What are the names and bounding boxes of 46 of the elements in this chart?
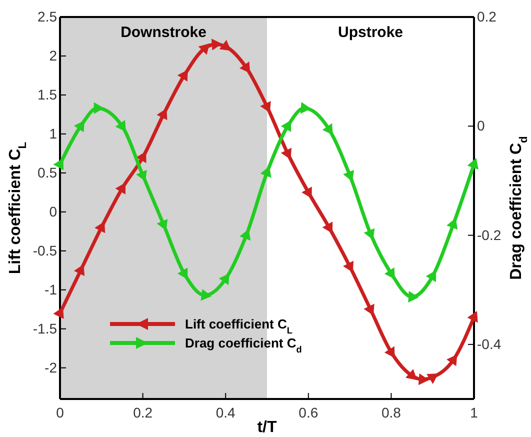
y2-tick-label: -0.2 xyxy=(477,226,502,243)
point xyxy=(94,102,104,114)
point xyxy=(198,43,210,55)
point xyxy=(446,354,458,366)
y-tick-label: -2 xyxy=(44,359,58,376)
point xyxy=(177,70,188,82)
y2-tick-label: -0.4 xyxy=(477,336,502,352)
x-tick-label: 0.2 xyxy=(133,404,153,420)
point xyxy=(405,368,418,380)
point xyxy=(467,158,478,170)
x-tick-label: 0.6 xyxy=(298,404,318,420)
legend-label: Lift coefficient C$_{L}$ xyxy=(185,316,293,336)
y-tick-label: -1 xyxy=(44,281,58,298)
y-tick-label: 1.5 xyxy=(38,86,58,102)
point xyxy=(364,228,375,240)
x-tick-label: 0.4 xyxy=(216,404,236,420)
point xyxy=(322,222,333,234)
y2-tick-label: 0.2 xyxy=(477,8,497,24)
y2-tick-label: 0 xyxy=(477,118,485,134)
point xyxy=(384,346,395,358)
point xyxy=(74,120,84,132)
y-tick-label: 1 xyxy=(49,125,58,142)
point xyxy=(115,120,126,132)
point xyxy=(302,186,312,198)
point xyxy=(446,218,458,230)
point xyxy=(467,311,478,323)
point xyxy=(53,307,64,319)
y-tick-label: 2 xyxy=(49,47,58,64)
y-tick-label: 2.5 xyxy=(38,8,58,24)
point xyxy=(364,304,374,316)
y-tick-label: -0.5 xyxy=(32,242,58,258)
x-tick-label: 0.8 xyxy=(381,404,402,420)
legend-label: Drag coefficient C$_{d}$ xyxy=(185,336,302,355)
point xyxy=(280,120,292,132)
x-axis-title: t/T xyxy=(257,419,277,436)
point xyxy=(115,182,126,194)
point xyxy=(240,62,250,74)
point xyxy=(384,267,395,280)
y-tick-label: 0 xyxy=(49,203,58,220)
x-tick-label: 1 xyxy=(470,404,478,420)
y-tick-label: -1.5 xyxy=(32,320,58,336)
point xyxy=(218,273,230,286)
point xyxy=(177,268,188,280)
y-tick-label: 0.5 xyxy=(38,164,58,180)
annotation: Upstroke xyxy=(338,24,404,41)
band-label: Downstroke xyxy=(120,24,206,41)
